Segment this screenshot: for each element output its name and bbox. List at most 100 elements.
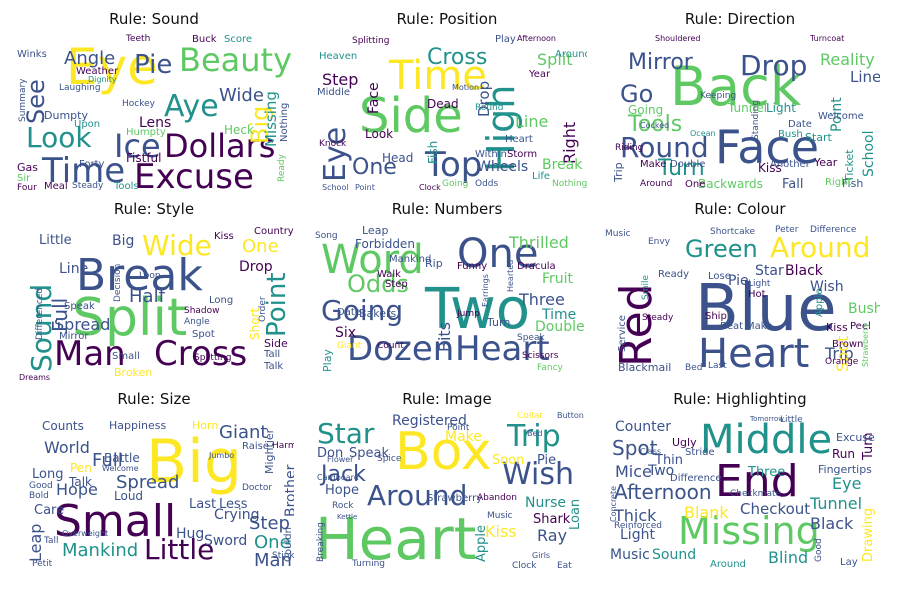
cloud-word: Score [224,34,253,45]
cloud-word: Ocean [690,129,716,138]
cloud-word: Start [805,131,832,144]
cloud-word: Time [42,151,126,190]
cloud-word: Bold [29,491,49,501]
cloud-word: Keeping [700,91,737,101]
cloud-word: Aye [164,89,219,124]
cloud-word: Talk [69,475,92,489]
cloud-word: Look [365,127,394,141]
cloud-word: One [254,532,291,553]
cloud-word: Overweight [62,529,109,538]
cloud-word: Little [39,233,72,248]
cloud-word: Meal [44,181,68,191]
panel-title: Rule: Direction [684,10,796,28]
panel-title: Rule: Position [396,10,498,28]
cloud-word: Round [475,103,504,113]
cloud-word: Dumpty [44,109,88,122]
cloud-word: Decision [113,263,123,302]
cloud-word: Step [249,513,290,534]
cloud-word: Order [258,296,268,322]
cloud-word: Heaven [319,51,358,62]
cloud-word: Long [32,467,64,482]
cloud-word: Trip [507,419,561,454]
wordcloud-panel: Rule: Image Heart Box Around Trip Wish Star Jac… [307,388,587,578]
cloud-word: Strawberry [427,493,483,504]
cloud-word: Fistful [126,151,162,165]
cloud-word: Around [640,179,673,189]
cloud-word: Step [322,70,359,89]
cloud-word: Knock [319,139,347,149]
cloud-word: Talk [264,361,284,372]
cloud-word: Standing [751,99,761,140]
cloud-word: Blind [768,548,809,567]
cloud-word: Nurse [525,495,567,511]
cloud-word: Envy [648,237,671,247]
cloud-word: Kiss [214,231,234,242]
wordcloud-panel: Rule: Numbers One Word Two Dozen Heart Going Od… [307,198,587,388]
cloud-word: Riding [615,143,644,153]
cloud-word: One [457,231,539,277]
cloud-word: Bed [527,429,543,438]
cloud-word: Harm [272,441,294,451]
cloud-word: Spot [612,436,658,460]
cloud-word: Man [54,334,126,374]
cloud-word: Broken [114,366,153,379]
cloud-word: Make [640,159,667,170]
cloud-word: Turncoat [810,34,845,43]
cloud-word: Hockey [122,99,155,109]
cloud-word: Light [748,279,771,289]
cloud-word: Line [59,261,89,277]
cloud-word: Tunnel [810,494,863,513]
cloud-word: Song [315,231,338,241]
cloud-word: Top [425,145,483,185]
cloud-word: Pie [728,273,749,289]
cloud-word: Crying [214,507,260,523]
cloud-word: Registered [392,413,467,429]
cloud-word: Face [715,120,820,174]
cloud-word: Forty [79,159,105,170]
cloud-word: Steady [642,313,674,323]
cloud-word: Three [519,290,565,309]
cloud-word: Man [254,550,292,570]
cloud-word: Big [112,233,135,249]
cloud-word: Big [146,427,242,497]
wordcloud-panel: Rule: Style Break Split Man Cross Wide Sound Po… [14,198,294,388]
cloud-word: Bits [435,321,454,352]
word-cloud: One Word Two Dozen Heart Going Odds Thrilled Thr… [307,222,587,380]
cloud-word: Teeth [126,34,151,44]
cloud-word: Collar [517,412,544,421]
cloud-word: Dreams [19,373,51,381]
cloud-word: Spread [116,472,180,493]
cloud-word: Tools [114,181,139,191]
cloud-word: Trip [612,162,625,182]
cloud-word: Split [72,288,188,348]
wordcloud-panel: Rule: Size Big Small Little Mankind Giant Full… [14,388,294,578]
cloud-word: Life [532,171,551,182]
cloud-word: Side [359,88,463,144]
cloud-word: Ready [658,269,690,280]
cloud-word: Hug [176,526,205,542]
cloud-word: Lay [840,557,858,568]
cloud-word: Odds [475,179,499,189]
wordcloud-panel: Rule: Colour Blue Red Heart Around Green Black… [600,198,880,388]
cloud-word: Cross [154,334,248,374]
wordcloud-panel: Rule: Sound Eye Beauty Pie Aye Look Ice Dollars… [14,8,294,198]
cloud-word: Giant [219,422,268,443]
cloud-word: Nothing [552,179,587,189]
cloud-word: Eat [557,561,572,571]
cloud-word: Back [670,55,802,118]
cloud-word: Backwards [698,177,763,190]
cloud-word: Thin [655,453,684,468]
cloud-word: Tunnel [728,101,768,115]
cloud-word: Sir [17,173,31,184]
word-cloud: Big Small Little Mankind Giant Full Spread Worl… [14,412,294,570]
cloud-word: Counter [615,419,671,435]
cloud-word: Heart [698,331,810,377]
cloud-word: Double [535,319,585,335]
cloud-word: Speak [517,333,545,343]
cloud-word: Two [648,463,675,479]
cloud-word: Step [385,279,408,290]
cloud-word: Bush [778,129,803,140]
cloud-word: Differenced [35,287,45,340]
cloud-word: Full [92,450,123,471]
cloud-word: Afternoon [517,34,556,43]
